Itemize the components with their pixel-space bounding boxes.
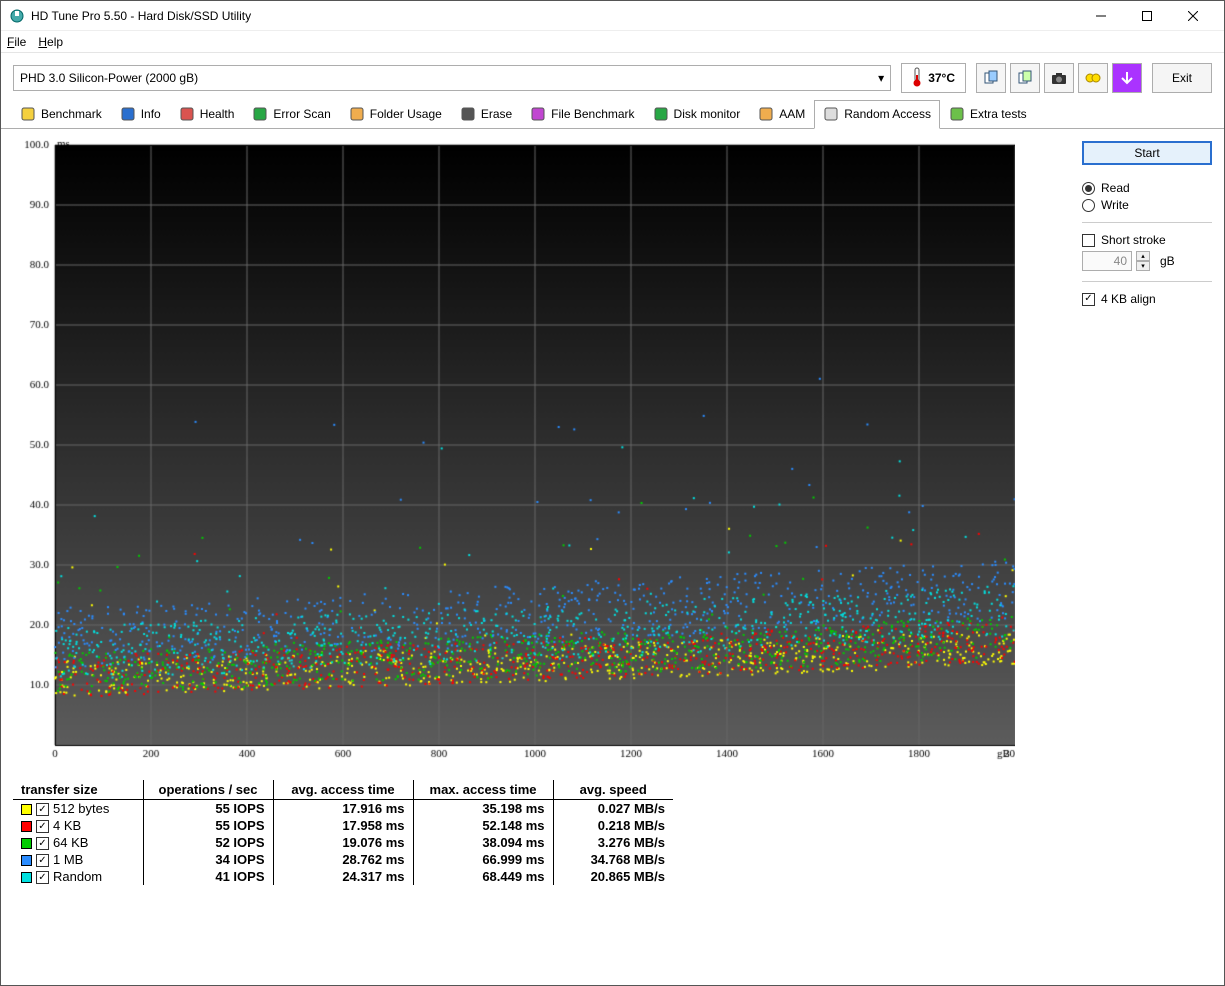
minimize-button[interactable] [1078, 1, 1124, 31]
align-checkbox[interactable]: 4 KB align [1082, 292, 1212, 306]
screenshot-button[interactable] [1044, 63, 1074, 93]
side-panel: Start Read Write Short stroke ▴▾ gB 4 KB… [1082, 137, 1212, 885]
tab-erase[interactable]: Erase [451, 100, 521, 129]
temperature-display: 37°C [901, 63, 966, 93]
tab-info[interactable]: Info [111, 100, 170, 129]
color-swatch [21, 855, 32, 866]
error-scan-icon [252, 106, 268, 122]
tab-label: AAM [779, 107, 805, 121]
tab-aam[interactable]: AAM [749, 100, 814, 129]
align-label: 4 KB align [1101, 292, 1156, 306]
info-icon [120, 106, 136, 122]
settings-button[interactable] [1078, 63, 1108, 93]
row-label: 1 MB [53, 852, 83, 867]
tab-label: Error Scan [273, 107, 330, 121]
short-stroke-unit: gB [1160, 254, 1175, 268]
color-swatch [21, 804, 32, 815]
copy-info-button[interactable] [976, 63, 1006, 93]
row-label: Random [53, 869, 102, 884]
tab-file-benchmark[interactable]: File Benchmark [521, 100, 643, 129]
exit-button[interactable]: Exit [1152, 63, 1212, 93]
color-swatch [21, 838, 32, 849]
write-radio[interactable]: Write [1082, 198, 1212, 212]
tab-random-access[interactable]: Random Access [814, 100, 940, 129]
tab-disk-monitor[interactable]: Disk monitor [644, 100, 750, 129]
extra-tests-icon [949, 106, 965, 122]
results-table: transfer sizeoperations / secavg. access… [13, 780, 1072, 885]
benchmark-icon [20, 106, 36, 122]
maximize-button[interactable] [1124, 1, 1170, 31]
tab-label: Random Access [844, 107, 931, 121]
toolbar-icons [976, 63, 1142, 93]
chevron-down-icon: ▾ [878, 71, 884, 85]
erase-icon [460, 106, 476, 122]
result-row-kb4: 4 KB55 IOPS17.958 ms52.148 ms0.218 MB/s [13, 817, 673, 834]
random-access-icon [823, 106, 839, 122]
tab-label: Extra tests [970, 107, 1027, 121]
spin-buttons[interactable]: ▴▾ [1136, 251, 1150, 271]
read-label: Read [1101, 181, 1130, 195]
checkbox-icon [1082, 234, 1095, 247]
row-label: 64 KB [53, 835, 88, 850]
start-button[interactable]: Start [1082, 141, 1212, 165]
health-icon [179, 106, 195, 122]
result-row-kb64: 64 KB52 IOPS19.076 ms38.094 ms3.276 MB/s [13, 834, 673, 851]
color-swatch [21, 821, 32, 832]
row-checkbox[interactable] [36, 820, 49, 833]
toolbar: PHD 3.0 Silicon-Power (2000 gB) ▾ 37°C E… [1, 53, 1224, 103]
folder-usage-icon [349, 106, 365, 122]
color-swatch [21, 872, 32, 883]
tab-label: File Benchmark [551, 107, 634, 121]
close-button[interactable] [1170, 1, 1216, 31]
disk-monitor-icon [653, 106, 669, 122]
tab-folder-usage[interactable]: Folder Usage [340, 100, 451, 129]
aam-icon [758, 106, 774, 122]
tab-error-scan[interactable]: Error Scan [243, 100, 339, 129]
read-radio[interactable]: Read [1082, 181, 1212, 195]
tab-label: Benchmark [41, 107, 102, 121]
menu-file[interactable]: File [7, 35, 26, 49]
random-access-chart [13, 137, 1015, 772]
thermometer-icon [912, 67, 922, 90]
radio-icon [1082, 182, 1095, 195]
chart-area: transfer sizeoperations / secavg. access… [13, 137, 1072, 885]
result-row-b512: 512 bytes55 IOPS17.916 ms35.198 ms0.027 … [13, 800, 673, 818]
row-checkbox[interactable] [36, 837, 49, 850]
tab-label: Erase [481, 107, 512, 121]
copy-results-button[interactable] [1010, 63, 1040, 93]
tab-bar: Benchmark Info Health Error Scan Folder Usag… [1, 99, 1224, 129]
window-title: HD Tune Pro 5.50 - Hard Disk/SSD Utility [31, 9, 1078, 23]
short-stroke-input[interactable] [1082, 251, 1132, 271]
write-label: Write [1101, 198, 1129, 212]
row-label: 512 bytes [53, 801, 109, 816]
short-stroke-checkbox[interactable]: Short stroke [1082, 233, 1212, 247]
tab-extra-tests[interactable]: Extra tests [940, 100, 1036, 129]
tab-label: Disk monitor [674, 107, 741, 121]
radio-icon [1082, 199, 1095, 212]
row-checkbox[interactable] [36, 854, 49, 867]
tab-label: Folder Usage [370, 107, 442, 121]
exit-button-label: Exit [1172, 71, 1192, 85]
menu-bar: File Help [1, 31, 1224, 53]
tab-benchmark[interactable]: Benchmark [11, 100, 111, 129]
title-bar: HD Tune Pro 5.50 - Hard Disk/SSD Utility [1, 1, 1224, 31]
row-label: 4 KB [53, 818, 81, 833]
tab-health[interactable]: Health [170, 100, 244, 129]
short-stroke-label: Short stroke [1101, 233, 1166, 247]
row-checkbox[interactable] [36, 871, 49, 884]
file-benchmark-icon [530, 106, 546, 122]
menu-help[interactable]: Help [38, 35, 63, 49]
tab-label: Health [200, 107, 235, 121]
start-button-label: Start [1134, 146, 1159, 160]
app-icon [9, 8, 25, 24]
row-checkbox[interactable] [36, 803, 49, 816]
checkbox-icon [1082, 293, 1095, 306]
temperature-value: 37°C [928, 71, 955, 85]
result-row-mb1: 1 MB34 IOPS28.762 ms66.999 ms34.768 MB/s [13, 851, 673, 868]
drive-select[interactable]: PHD 3.0 Silicon-Power (2000 gB) ▾ [13, 65, 891, 91]
save-button[interactable] [1112, 63, 1142, 93]
tab-label: Info [141, 107, 161, 121]
drive-select-value: PHD 3.0 Silicon-Power (2000 gB) [20, 71, 198, 85]
result-row-random: Random41 IOPS24.317 ms68.449 ms20.865 MB… [13, 868, 673, 885]
